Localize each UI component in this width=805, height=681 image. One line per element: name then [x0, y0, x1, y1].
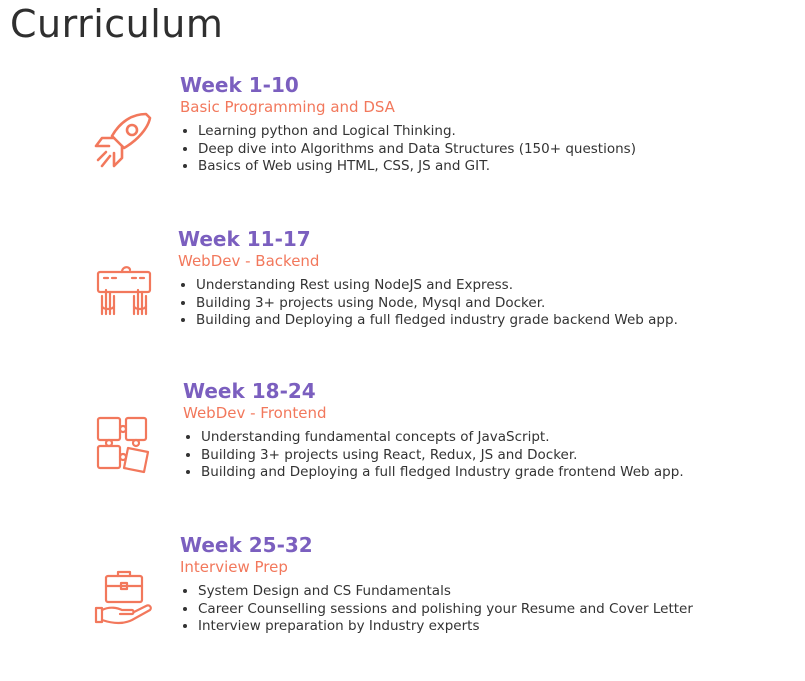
- list-item: Understanding Rest using NodeJS and Expr…: [196, 277, 678, 295]
- rocket-icon: [92, 108, 156, 172]
- week-heading: Week 11-17: [178, 227, 311, 251]
- list-item: System Design and CS Fundamentals: [198, 583, 693, 601]
- section-subtitle: Interview Prep: [180, 558, 288, 576]
- section-content: Week 11-17 WebDev - Backend Understandin…: [178, 226, 678, 330]
- list-item: Building 3+ projects using Node, Mysql a…: [196, 295, 678, 313]
- list-item: Basics of Web using HTML, CSS, JS and GI…: [198, 158, 636, 176]
- page-title: Curriculum: [10, 2, 224, 46]
- topic-list: Learning python and Logical Thinking. De…: [180, 123, 636, 176]
- week-heading: Week 1-10: [180, 73, 299, 97]
- section-subtitle: WebDev - Backend: [178, 252, 320, 270]
- curriculum-section-week-1-10: Week 1-10 Basic Programming and DSA Lear…: [0, 72, 805, 212]
- list-item: Building and Deploying a full fledged in…: [196, 312, 678, 330]
- section-content: Week 18-24 WebDev - Frontend Understandi…: [183, 378, 684, 482]
- topic-list: System Design and CS Fundamentals Career…: [180, 583, 693, 636]
- list-item: Learning python and Logical Thinking.: [198, 123, 636, 141]
- curriculum-section-week-18-24: Week 18-24 WebDev - Frontend Understandi…: [0, 378, 805, 518]
- puzzle-icon: [92, 412, 156, 476]
- curriculum-section-week-11-17: Week 11-17 WebDev - Backend Understandin…: [0, 226, 805, 366]
- keyboard-hands-icon: [92, 260, 156, 324]
- list-item: Career Counselling sessions and polishin…: [198, 601, 693, 619]
- section-subtitle: WebDev - Frontend: [183, 404, 327, 422]
- section-subtitle: Basic Programming and DSA: [180, 98, 395, 116]
- list-item: Building 3+ projects using React, Redux,…: [201, 447, 684, 465]
- section-content: Week 1-10 Basic Programming and DSA Lear…: [180, 72, 636, 176]
- list-item: Interview preparation by Industry expert…: [198, 618, 693, 636]
- curriculum-section-week-25-32: Week 25-32 Interview Prep System Design …: [0, 532, 805, 672]
- week-heading: Week 25-32: [180, 533, 313, 557]
- week-heading: Week 18-24: [183, 379, 316, 403]
- list-item: Deep dive into Algorithms and Data Struc…: [198, 141, 636, 159]
- section-content: Week 25-32 Interview Prep System Design …: [180, 532, 693, 636]
- topic-list: Understanding fundamental concepts of Ja…: [183, 429, 684, 482]
- list-item: Understanding fundamental concepts of Ja…: [201, 429, 684, 447]
- briefcase-hand-icon: [92, 566, 156, 630]
- list-item: Building and Deploying a full fledged In…: [201, 464, 684, 482]
- topic-list: Understanding Rest using NodeJS and Expr…: [178, 277, 678, 330]
